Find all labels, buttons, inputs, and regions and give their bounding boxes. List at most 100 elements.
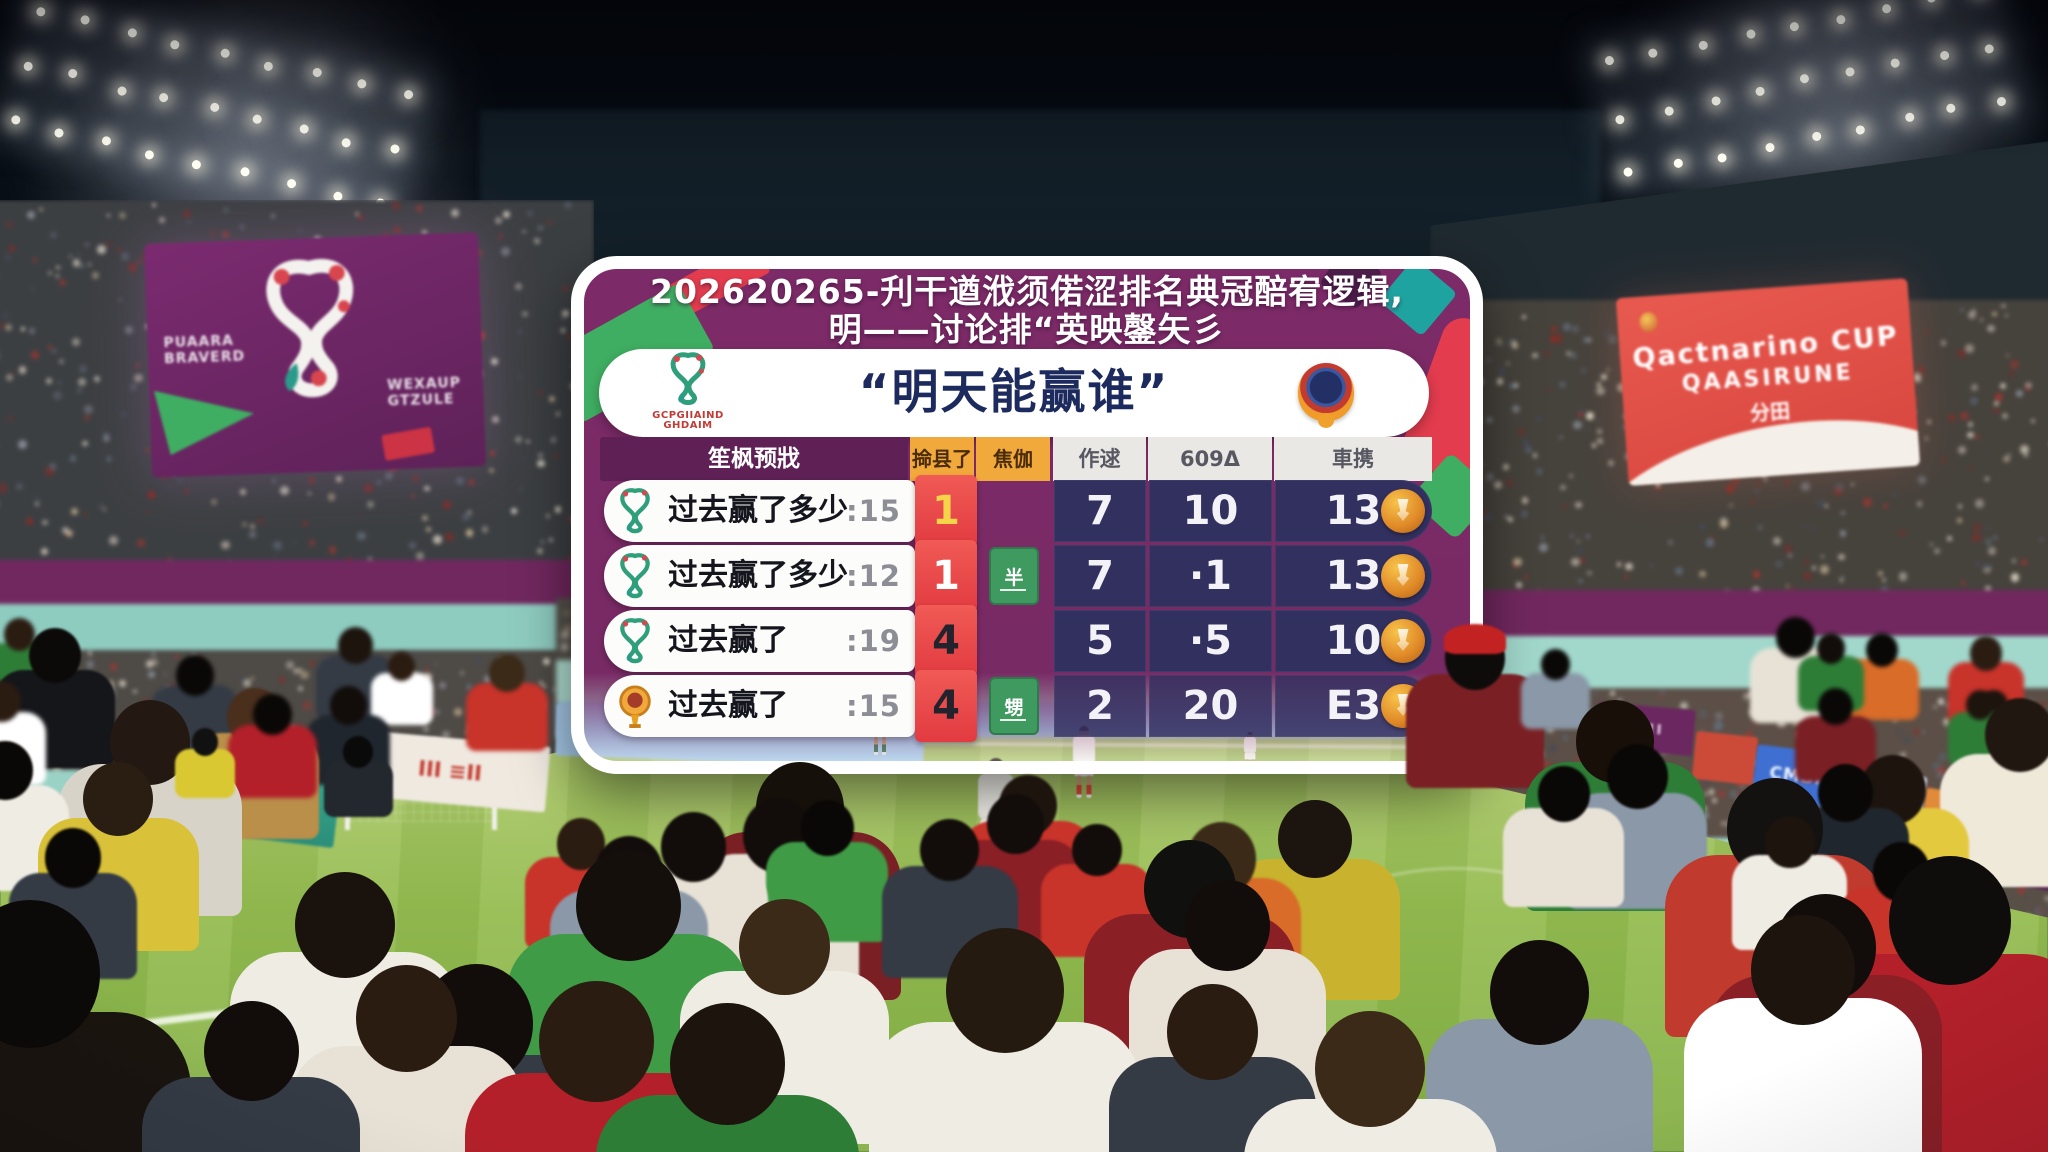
spectator xyxy=(1503,766,1624,908)
stat-cell: 13 xyxy=(1275,480,1432,542)
header-col4: 609Δ xyxy=(1148,437,1272,481)
score-cell: 1 xyxy=(915,540,977,612)
row-time: :15 xyxy=(846,689,901,723)
stat-value: 20 xyxy=(1182,683,1239,729)
row-label: 过去赢了 xyxy=(668,688,788,723)
spectator xyxy=(175,728,235,799)
row-time: :19 xyxy=(846,624,901,658)
row-label: 过去赢了多少 xyxy=(668,558,848,593)
stat-value: 10 xyxy=(1325,618,1382,664)
stat-cell: 5 xyxy=(1054,610,1146,672)
table-row: 过去赢了多少 :15 1 7 10 13 xyxy=(584,475,1444,547)
jumbotron-left: PUAARA BRAVERD WEXAUP GTZULE xyxy=(144,232,486,478)
trophy-icon xyxy=(620,618,650,664)
header-teams: 笙枫预戕 xyxy=(600,437,908,481)
spectator xyxy=(228,693,317,799)
spectator xyxy=(323,736,393,817)
logo-caption: GCPGIIAIND xyxy=(652,410,724,421)
row-time: :15 xyxy=(846,494,901,528)
card-title: 202620265-刋干遒浌须偌涩排名典冠醅宥逻辑, 明——讨论排“英映鏧矢彡 xyxy=(584,273,1470,349)
table-row: 过去赢了多少 :12 1 半 7 ·1 13 xyxy=(584,540,1444,612)
stat-cell: ·1 xyxy=(1149,545,1272,607)
banner-strip xyxy=(1430,590,2048,636)
worldcup-logo-icon xyxy=(266,259,354,398)
flag-glyph: 半 xyxy=(1004,566,1024,589)
green-flag-icon: 甥 xyxy=(989,677,1039,735)
stat-value: 7 xyxy=(1086,488,1114,534)
stat-cell: 2 xyxy=(1054,675,1146,737)
stat-value: 13 xyxy=(1325,488,1382,534)
stat-value: E3 xyxy=(1325,683,1382,729)
spectator xyxy=(0,900,191,1152)
row-label: 过去赢了多少 xyxy=(668,493,848,528)
stat-value: ·5 xyxy=(1188,618,1233,664)
worldcup-trophy-icon xyxy=(670,352,706,406)
medal-badge-icon xyxy=(1381,554,1425,598)
team-pill: 过去赢了 :19 xyxy=(604,610,915,672)
stat-value: ·1 xyxy=(1188,553,1233,599)
card-title-line1: 202620265-刋干遒浌须偌涩排名典冠醅宥逻辑, xyxy=(650,272,1404,311)
gold-trophy-icon xyxy=(619,685,651,728)
stat-cell: 10 xyxy=(1275,610,1432,672)
score-value: 1 xyxy=(932,488,960,534)
stat-cell: 10 xyxy=(1149,480,1272,542)
table-row: 过去赢了 :19 4 5 ·5 10 xyxy=(584,605,1444,677)
stats-card: 202620265-刋干遒浌须偌涩排名典冠醅宥逻辑, 明——讨论排“英映鏧矢彡 … xyxy=(571,256,1483,774)
stat-value: 7 xyxy=(1086,553,1114,599)
card-title-line2: 明——讨论排“英映鏧矢彡 xyxy=(828,310,1226,349)
spectator xyxy=(1521,648,1590,729)
trophy-icon xyxy=(620,553,650,599)
spectator xyxy=(1108,984,1317,1152)
header-col2: 焦伽 xyxy=(976,437,1050,481)
trophy-icon xyxy=(620,488,650,534)
spectator xyxy=(1683,914,1922,1152)
team-pill: 过去赢了 :15 xyxy=(604,675,915,737)
header-col1: 掵县了 xyxy=(910,437,974,481)
spectator xyxy=(465,654,549,751)
flag-cell: 甥 xyxy=(978,675,1050,737)
emblem-badge-icon xyxy=(1298,363,1354,428)
score-value: 1 xyxy=(932,553,960,599)
spectator xyxy=(595,1003,859,1152)
score-value: 4 xyxy=(932,683,960,729)
stat-cell: ·5 xyxy=(1149,610,1272,672)
stat-cell: 13 xyxy=(1275,545,1432,607)
flag-glyph: 甥 xyxy=(1004,696,1024,719)
spectator xyxy=(1243,1010,1497,1152)
spectator xyxy=(869,928,1141,1152)
header-col5: 車携 xyxy=(1274,437,1432,481)
stat-value: 13 xyxy=(1325,553,1382,599)
score-cell: 4 xyxy=(915,670,977,742)
banner-question: “明天能赢谁” xyxy=(858,365,1170,420)
stat-value: 5 xyxy=(1086,618,1114,664)
stat-cell: E3 xyxy=(1275,675,1432,737)
team-pill: 过去赢了多少 :15 xyxy=(604,480,915,542)
banner-strip xyxy=(0,560,594,604)
spectator xyxy=(1406,624,1544,788)
medal-badge-icon xyxy=(1381,489,1425,533)
question-banner: GCPGIIAIND GHDAIM “明天能赢谁” xyxy=(599,349,1429,437)
banner-logo: GCPGIIAIND GHDAIM xyxy=(629,351,747,431)
stadium-roof xyxy=(480,110,1600,280)
row-label: 过去赢了 xyxy=(668,623,788,658)
medal-badge-icon xyxy=(1381,619,1425,663)
stand-wall xyxy=(0,604,594,650)
flag-cell: 半 xyxy=(978,545,1050,607)
team-pill: 过去赢了多少 :12 xyxy=(604,545,915,607)
score-cell: 4 xyxy=(915,605,977,677)
score-cell: 1 xyxy=(915,475,977,547)
stat-value: 2 xyxy=(1086,683,1114,729)
stat-value: 10 xyxy=(1182,488,1239,534)
stat-cell: 20 xyxy=(1149,675,1272,737)
stat-cell: 7 xyxy=(1054,545,1146,607)
green-flag-icon: 半 xyxy=(989,547,1039,605)
spectator xyxy=(141,1000,361,1152)
row-time: :12 xyxy=(846,559,901,593)
red-cap xyxy=(1443,624,1507,654)
score-value: 4 xyxy=(932,618,960,664)
spectator xyxy=(370,651,434,725)
header-col3: 作逑 xyxy=(1053,437,1146,481)
stat-cell: 7 xyxy=(1054,480,1146,542)
